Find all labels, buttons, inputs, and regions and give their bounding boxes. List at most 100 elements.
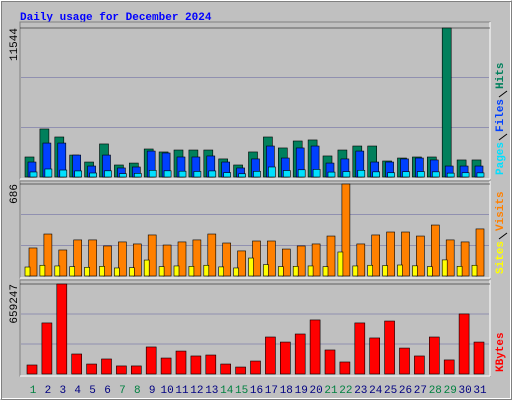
bar	[445, 239, 455, 277]
bar	[460, 241, 470, 277]
bar	[188, 266, 195, 277]
bar	[24, 266, 31, 277]
bar	[28, 247, 38, 277]
bar	[324, 349, 336, 375]
bar	[312, 169, 321, 178]
bar	[133, 243, 142, 277]
bar	[372, 171, 381, 178]
legend-entry: Visits	[495, 191, 507, 231]
bar	[446, 172, 455, 178]
bar	[297, 169, 306, 178]
bar	[417, 171, 425, 178]
bar	[163, 170, 172, 178]
bar	[131, 365, 142, 375]
x-tick-label: 29	[444, 385, 457, 397]
bar	[267, 240, 276, 277]
x-tick-label: 6	[104, 385, 111, 397]
bar	[207, 233, 217, 277]
bar	[58, 249, 68, 277]
bar	[337, 251, 344, 277]
bar	[177, 241, 187, 277]
bar	[119, 173, 127, 178]
x-tick-label: 11	[175, 385, 189, 397]
bar	[160, 357, 172, 375]
x-tick-label: 5	[89, 385, 96, 397]
x-tick-label: 28	[429, 385, 442, 397]
x-tick-label: 19	[295, 385, 308, 397]
bar	[371, 234, 381, 277]
bar	[253, 171, 261, 178]
bar	[357, 169, 366, 178]
x-tick-label: 16	[250, 385, 263, 397]
x-tick-label: 8	[134, 385, 141, 397]
legend-separator	[498, 90, 508, 98]
bar	[441, 259, 448, 277]
bar	[26, 364, 38, 375]
bar	[43, 233, 53, 277]
x-tick-label: 27	[414, 385, 427, 397]
bar	[294, 333, 306, 375]
x-tick-label: 18	[280, 385, 293, 397]
bar	[282, 170, 291, 178]
x-tick-label: 15	[235, 385, 248, 397]
bar	[367, 264, 374, 277]
bar	[456, 266, 463, 277]
bar	[178, 170, 187, 178]
bar	[397, 264, 403, 277]
x-tick-label: 23	[354, 385, 367, 397]
bar	[399, 347, 410, 375]
x-tick-label: 25	[384, 385, 397, 397]
bar	[41, 322, 53, 375]
bar	[118, 241, 127, 277]
bar	[59, 169, 68, 178]
x-tick-label: 2	[45, 385, 52, 397]
bar	[412, 265, 418, 277]
bar	[414, 355, 425, 375]
bar	[428, 336, 440, 375]
bar	[222, 242, 231, 277]
bar	[296, 245, 306, 277]
bar	[369, 337, 381, 375]
bar	[208, 170, 217, 178]
bar	[143, 259, 150, 277]
bar	[277, 266, 284, 277]
legend-entry: Sites	[495, 241, 507, 274]
bar	[443, 359, 455, 375]
bar	[309, 319, 321, 375]
bar	[162, 244, 172, 277]
bar	[416, 235, 425, 277]
bar	[44, 168, 53, 178]
bar	[248, 257, 254, 277]
bar	[74, 170, 82, 178]
x-tick-label: 3	[59, 385, 66, 397]
bar	[218, 266, 224, 277]
bar	[342, 171, 351, 178]
bar	[103, 245, 112, 277]
bar	[292, 266, 299, 277]
x-tick-label: 10	[160, 385, 173, 397]
bar	[458, 313, 470, 375]
legend-entry: KBytes	[495, 332, 507, 372]
bar	[235, 366, 246, 375]
bar	[56, 283, 68, 375]
bar	[352, 265, 359, 277]
bar	[148, 169, 157, 178]
bar	[475, 228, 485, 277]
x-tick-label: 17	[265, 385, 278, 397]
bar	[473, 341, 485, 375]
bar	[175, 350, 187, 375]
bar	[476, 172, 485, 178]
bar	[461, 172, 470, 178]
bar	[384, 320, 395, 375]
bar	[426, 266, 433, 277]
legend-entry: Files	[495, 99, 507, 132]
bar	[29, 171, 38, 178]
bar	[84, 266, 90, 277]
bar	[173, 265, 180, 277]
x-tick-label: 31	[473, 385, 487, 397]
bar	[327, 171, 336, 178]
bar	[263, 264, 269, 277]
x-tick-label: 7	[119, 385, 126, 397]
